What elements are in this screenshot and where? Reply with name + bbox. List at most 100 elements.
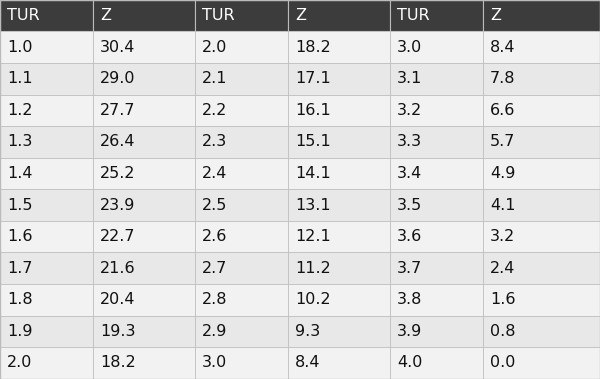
Text: 6.6: 6.6 bbox=[490, 103, 515, 118]
Text: 1.6: 1.6 bbox=[7, 229, 33, 244]
Text: 25.2: 25.2 bbox=[100, 166, 136, 181]
Text: 3.2: 3.2 bbox=[397, 103, 422, 118]
Bar bbox=[288, 63, 390, 95]
Bar bbox=[0, 126, 93, 158]
Bar bbox=[288, 252, 390, 284]
Bar bbox=[93, 252, 195, 284]
Bar bbox=[195, 316, 288, 347]
Text: 18.2: 18.2 bbox=[100, 356, 136, 370]
Bar bbox=[93, 0, 195, 31]
Text: Z: Z bbox=[100, 8, 111, 23]
Text: 3.8: 3.8 bbox=[397, 292, 422, 307]
Bar bbox=[390, 95, 483, 126]
Text: 2.3: 2.3 bbox=[202, 135, 227, 149]
Text: 0.8: 0.8 bbox=[490, 324, 516, 339]
Bar bbox=[288, 316, 390, 347]
Bar bbox=[0, 221, 93, 252]
Text: 2.4: 2.4 bbox=[202, 166, 227, 181]
Bar bbox=[195, 252, 288, 284]
Bar bbox=[93, 316, 195, 347]
Bar bbox=[483, 126, 600, 158]
Text: 7.8: 7.8 bbox=[490, 71, 516, 86]
Text: 3.9: 3.9 bbox=[397, 324, 422, 339]
Bar bbox=[288, 284, 390, 316]
Text: 16.1: 16.1 bbox=[295, 103, 331, 118]
Text: 3.0: 3.0 bbox=[202, 356, 227, 370]
Text: 15.1: 15.1 bbox=[295, 135, 331, 149]
Bar bbox=[390, 284, 483, 316]
Text: 1.4: 1.4 bbox=[7, 166, 33, 181]
Text: 4.0: 4.0 bbox=[397, 356, 422, 370]
Text: 23.9: 23.9 bbox=[100, 197, 136, 213]
Bar bbox=[195, 221, 288, 252]
Bar bbox=[483, 158, 600, 189]
Bar bbox=[483, 347, 600, 379]
Text: 27.7: 27.7 bbox=[100, 103, 136, 118]
Bar bbox=[390, 158, 483, 189]
Bar bbox=[0, 189, 93, 221]
Bar bbox=[288, 95, 390, 126]
Text: 3.3: 3.3 bbox=[397, 135, 422, 149]
Bar bbox=[93, 158, 195, 189]
Text: 3.7: 3.7 bbox=[397, 261, 422, 276]
Text: 1.9: 1.9 bbox=[7, 324, 33, 339]
Bar bbox=[195, 126, 288, 158]
Bar bbox=[288, 31, 390, 63]
Text: 9.3: 9.3 bbox=[295, 324, 320, 339]
Text: TUR: TUR bbox=[397, 8, 430, 23]
Text: 3.0: 3.0 bbox=[397, 40, 422, 55]
Text: 11.2: 11.2 bbox=[295, 261, 331, 276]
Text: 1.7: 1.7 bbox=[7, 261, 33, 276]
Bar bbox=[390, 316, 483, 347]
Text: 1.0: 1.0 bbox=[7, 40, 33, 55]
Bar bbox=[93, 31, 195, 63]
Bar bbox=[288, 158, 390, 189]
Bar bbox=[390, 126, 483, 158]
Text: 17.1: 17.1 bbox=[295, 71, 331, 86]
Text: 2.1: 2.1 bbox=[202, 71, 228, 86]
Bar bbox=[0, 31, 93, 63]
Bar bbox=[483, 63, 600, 95]
Bar bbox=[390, 252, 483, 284]
Bar bbox=[0, 347, 93, 379]
Bar bbox=[483, 0, 600, 31]
Text: 29.0: 29.0 bbox=[100, 71, 136, 86]
Bar bbox=[93, 347, 195, 379]
Bar bbox=[195, 347, 288, 379]
Text: 18.2: 18.2 bbox=[295, 40, 331, 55]
Text: 5.7: 5.7 bbox=[490, 135, 515, 149]
Bar bbox=[288, 347, 390, 379]
Bar bbox=[483, 31, 600, 63]
Bar bbox=[0, 316, 93, 347]
Text: 26.4: 26.4 bbox=[100, 135, 136, 149]
Text: 3.2: 3.2 bbox=[490, 229, 515, 244]
Text: Z: Z bbox=[295, 8, 306, 23]
Text: 13.1: 13.1 bbox=[295, 197, 331, 213]
Text: 1.1: 1.1 bbox=[7, 71, 33, 86]
Bar bbox=[0, 0, 93, 31]
Text: 2.8: 2.8 bbox=[202, 292, 228, 307]
Text: 2.5: 2.5 bbox=[202, 197, 227, 213]
Bar bbox=[93, 189, 195, 221]
Bar bbox=[0, 252, 93, 284]
Bar bbox=[195, 284, 288, 316]
Bar bbox=[195, 63, 288, 95]
Text: 21.6: 21.6 bbox=[100, 261, 136, 276]
Bar bbox=[93, 221, 195, 252]
Text: 2.0: 2.0 bbox=[202, 40, 227, 55]
Bar bbox=[195, 0, 288, 31]
Bar bbox=[390, 221, 483, 252]
Text: 20.4: 20.4 bbox=[100, 292, 136, 307]
Bar bbox=[93, 95, 195, 126]
Text: 2.0: 2.0 bbox=[7, 356, 32, 370]
Bar bbox=[483, 284, 600, 316]
Text: 30.4: 30.4 bbox=[100, 40, 136, 55]
Text: 3.6: 3.6 bbox=[397, 229, 422, 244]
Bar bbox=[390, 0, 483, 31]
Text: 2.7: 2.7 bbox=[202, 261, 227, 276]
Bar bbox=[483, 316, 600, 347]
Text: 3.5: 3.5 bbox=[397, 197, 422, 213]
Text: 2.9: 2.9 bbox=[202, 324, 227, 339]
Bar bbox=[93, 284, 195, 316]
Text: Z: Z bbox=[490, 8, 501, 23]
